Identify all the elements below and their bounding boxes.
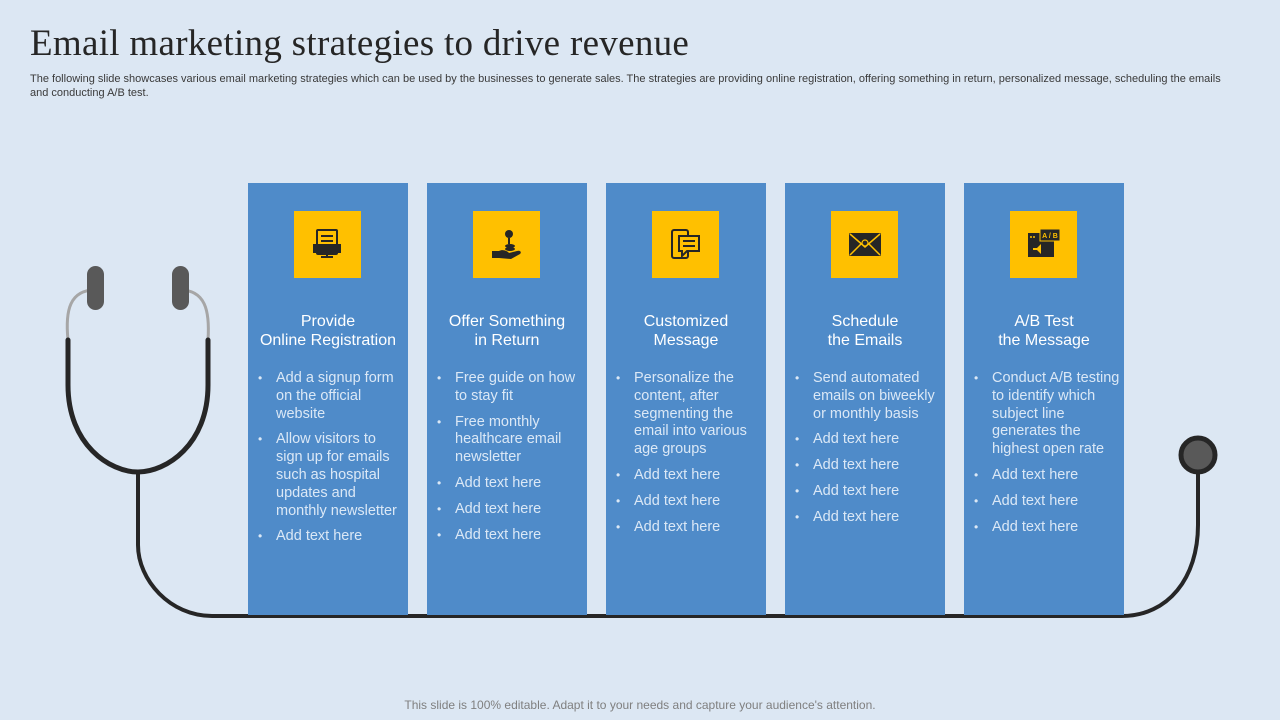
strategy-panel-schedule: Schedule the Emails Send automated email… xyxy=(785,183,945,615)
strategy-panel-offer: Offer Something in Return Free guide on … xyxy=(427,183,587,615)
footer-note: This slide is 100% editable. Adapt it to… xyxy=(404,698,876,712)
bullet-item: Add text here xyxy=(972,519,1122,537)
bullet-item: Add text here xyxy=(435,527,585,545)
ab-test-icon: A / B xyxy=(1010,211,1077,278)
bullet-item: Add a signup form on the official websit… xyxy=(256,370,406,423)
bullet-list: Personalize the content, after segmentin… xyxy=(614,370,764,544)
bullet-item: Add text here xyxy=(435,501,585,519)
bullet-item: Add text here xyxy=(793,431,943,449)
bullet-item: Add text here xyxy=(972,493,1122,511)
bullet-list: Send automated emails on biweekly or mon… xyxy=(793,370,943,535)
panel-title: A/B Test the Message xyxy=(998,313,1090,349)
bullet-item: Add text here xyxy=(435,475,585,493)
bullet-item: Add text here xyxy=(793,509,943,527)
strategy-panel-customized: Customized Message Personalize the conte… xyxy=(606,183,766,615)
svg-text:A / B: A / B xyxy=(1042,233,1058,240)
stethoscope-ear-tube-right xyxy=(178,288,210,342)
bullet-item: Add text here xyxy=(614,467,764,485)
strategy-panel-ab-test: A / B A/B Test the Message Conduct A/B t… xyxy=(964,183,1124,615)
stethoscope-headset xyxy=(65,337,211,475)
bullet-item: Add text here xyxy=(614,519,764,537)
slide-subtitle: The following slide showcases various em… xyxy=(30,73,1221,99)
slide-title: Email marketing strategies to drive reve… xyxy=(30,23,690,64)
chat-message-icon xyxy=(652,211,719,278)
bullet-item: Add text here xyxy=(256,528,406,546)
bullet-item: Send automated emails on biweekly or mon… xyxy=(793,370,943,423)
bullet-list: Add a signup form on the official websit… xyxy=(256,370,406,554)
bullet-item: Personalize the content, after segmentin… xyxy=(614,370,764,459)
bullet-item: Add text here xyxy=(614,493,764,511)
bullet-item: Add text here xyxy=(793,457,943,475)
bullet-list: Free guide on how to stay fit Free month… xyxy=(435,370,585,552)
bullet-item: Conduct A/B testing to identify which su… xyxy=(972,370,1122,459)
registration-form-icon xyxy=(294,211,361,278)
stethoscope-chestpiece xyxy=(1178,435,1218,475)
strategy-panel-registration: Provide Online Registration Add a signup… xyxy=(248,183,408,615)
stethoscope-earpiece-left xyxy=(87,266,104,310)
bullet-item: Free guide on how to stay fit xyxy=(435,370,585,406)
panel-title: Schedule the Emails xyxy=(827,313,903,349)
panel-title: Provide Online Registration xyxy=(259,313,397,349)
panel-title: Offer Something in Return xyxy=(448,313,566,349)
hand-giving-coins-icon xyxy=(473,211,540,278)
bullet-item: Add text here xyxy=(972,467,1122,485)
envelope-icon xyxy=(831,211,898,278)
bullet-item: Free monthly healthcare email newsletter xyxy=(435,414,585,467)
stethoscope-earpiece-right xyxy=(172,266,189,310)
panel-title: Customized Message xyxy=(643,313,729,349)
stethoscope-ear-tube-left xyxy=(65,288,97,342)
bullet-item: Allow visitors to sign up for emails suc… xyxy=(256,431,406,520)
bullet-item: Add text here xyxy=(793,483,943,501)
bullet-list: Conduct A/B testing to identify which su… xyxy=(972,370,1122,544)
